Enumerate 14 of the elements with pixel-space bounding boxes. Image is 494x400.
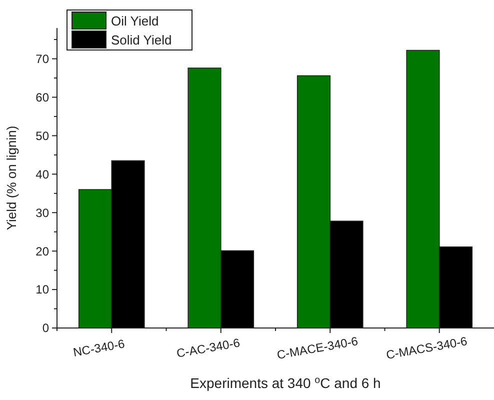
legend-label: Solid Yield <box>111 32 172 48</box>
y-tick-label: 50 <box>36 128 50 143</box>
y-tick-label: 30 <box>36 206 50 220</box>
y-tick-label: 0 <box>42 321 50 336</box>
x-tick-label: C-AC-340-6 <box>175 336 242 361</box>
legend-label: Oil Yield <box>111 14 159 29</box>
y-tick-label: 10 <box>36 282 50 297</box>
x-tick-label: NC-340-6 <box>72 336 126 360</box>
x-axis-title: Experiments at 340 $^{o}$C and 6 h <box>190 374 381 391</box>
y-axis-title: Yield (% on lignin) <box>4 126 19 230</box>
y-tick-label: 20 <box>36 244 50 258</box>
y-tick-label: 60 <box>36 90 50 104</box>
y-tick-label: 40 <box>36 167 50 182</box>
y-tick-label: 70 <box>36 52 50 66</box>
